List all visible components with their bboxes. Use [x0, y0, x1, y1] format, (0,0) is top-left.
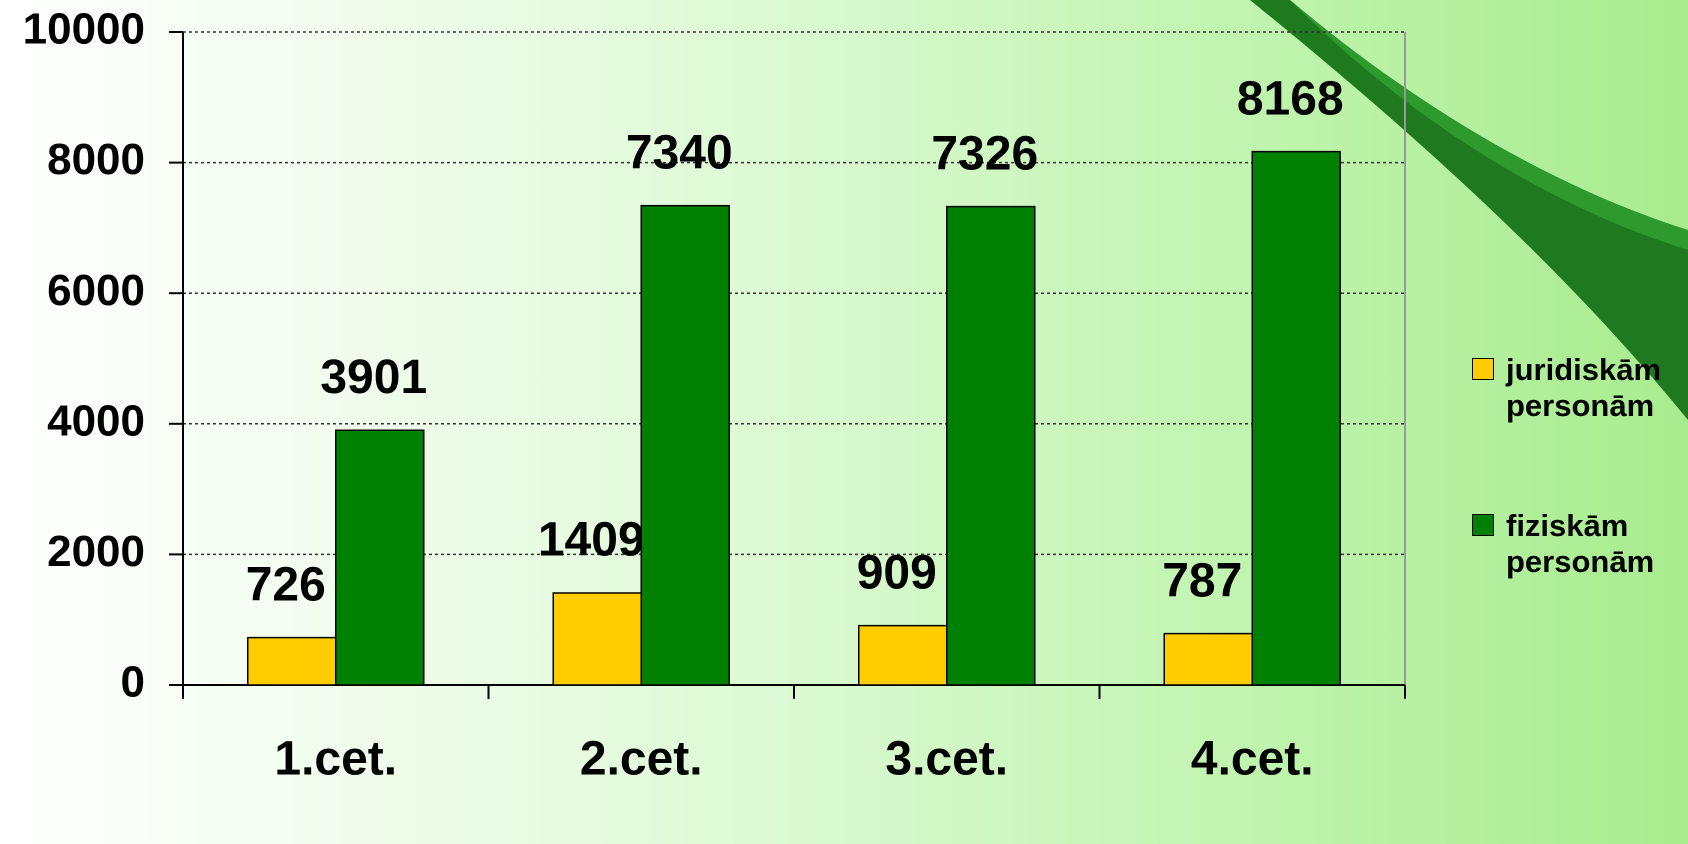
- bar: [1251, 150, 1341, 686]
- x-tick-label: 2.cet.: [580, 733, 703, 786]
- y-tick-label: 0: [121, 658, 145, 707]
- legend-label: juridiskām personām: [1506, 352, 1662, 423]
- bar: [640, 204, 730, 686]
- bar: [1163, 632, 1253, 686]
- x-tick-label: 1.cet.: [274, 733, 397, 786]
- x-tick-label: 4.cet.: [1191, 733, 1314, 786]
- legend-swatch: [1472, 358, 1494, 380]
- x-tick-label: 3.cet.: [885, 733, 1008, 786]
- value-label: 3901: [320, 351, 427, 404]
- y-tick-label: 10000: [23, 5, 145, 54]
- decor-swoosh-edge: [1290, 0, 1688, 250]
- y-tick-label: 8000: [47, 135, 145, 184]
- value-label: 726: [246, 558, 326, 611]
- legend-label: fiziskām personām: [1506, 508, 1655, 579]
- value-label: 909: [857, 546, 937, 599]
- bar: [552, 592, 642, 686]
- y-tick-label: 6000: [47, 266, 145, 315]
- bar: [858, 624, 948, 686]
- bar: [335, 429, 425, 686]
- y-tick-label: 4000: [47, 396, 145, 445]
- bar: [946, 205, 1036, 686]
- bar: [247, 636, 337, 686]
- legend-swatch: [1472, 514, 1494, 536]
- value-label: 787: [1162, 554, 1242, 607]
- value-label: 1409: [538, 514, 645, 567]
- value-label: 8168: [1237, 72, 1344, 125]
- value-label: 7340: [626, 126, 733, 179]
- value-label: 7326: [931, 127, 1038, 180]
- y-tick-label: 2000: [47, 527, 145, 576]
